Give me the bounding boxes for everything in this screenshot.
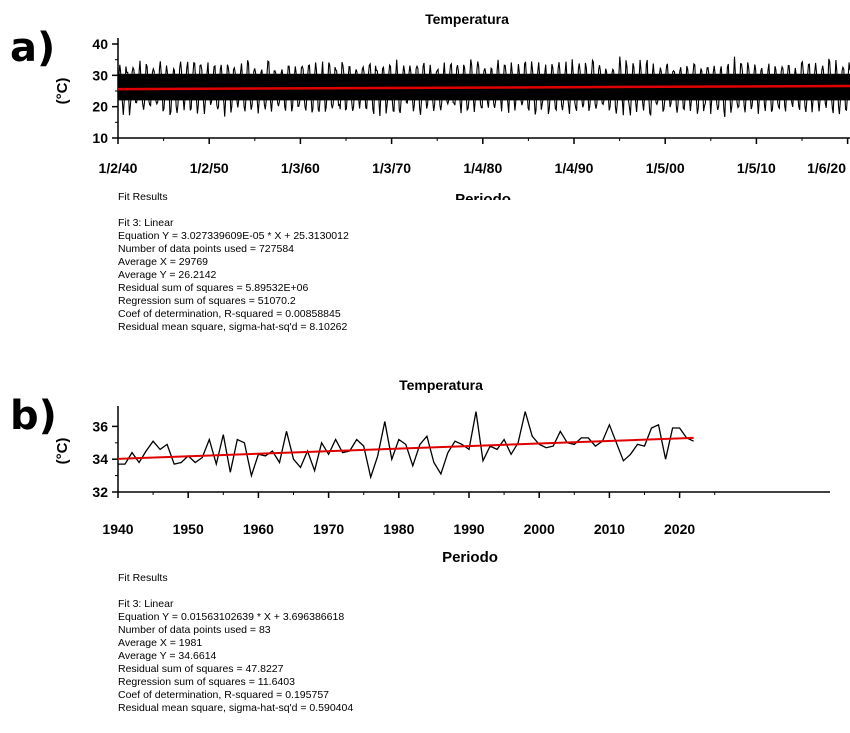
x-tick-label: 1/3/70 (372, 160, 411, 176)
panel-label-a: a) (10, 25, 56, 71)
fit-line: Average X = 1981 (118, 637, 203, 649)
x-tick-label: 1970 (313, 521, 344, 537)
y-tick-label: 34 (92, 451, 108, 467)
fit-line: Average Y = 34.6614 (118, 650, 217, 662)
chart-a: Temperatura 10 20 30 40 (°C) 1/2/40 1/2/50 1/3/6… (54, 11, 850, 200)
x-tick-label: 2000 (524, 521, 555, 537)
chart-title: Temperatura (399, 377, 483, 393)
fit-line: Number of data points used = 727584 (118, 243, 294, 255)
x-tick-label: 1950 (173, 521, 204, 537)
x-tick-label: 1/5/10 (737, 160, 776, 176)
fit-line: Residual sum of squares = 47.8227 (118, 663, 284, 675)
x-tick-label: 2010 (594, 521, 625, 537)
x-tick-label: 1/6/20 (807, 160, 846, 176)
y-tick-label: 30 (92, 67, 108, 83)
fit-line: Average X = 29769 (118, 256, 209, 268)
x-tick-label: 1/4/80 (463, 160, 502, 176)
chart-title: Temperatura (425, 11, 509, 27)
y-axis-title: (°C) (54, 438, 71, 465)
chart-b: Temperatura 32 34 36 (°C) 1940 1950 1960 1970 198… (54, 377, 830, 566)
fit-line: Residual mean square, sigma-hat-sq'd = 0… (118, 702, 354, 714)
fit-results-title: Fit Results (118, 191, 168, 203)
fit-line: Number of data points used = 83 (118, 624, 271, 636)
fit-line: Residual sum of squares = 5.89532E+06 (118, 282, 309, 294)
fit-line: Equation Y = 0.01563102639 * X + 3.69638… (118, 611, 345, 623)
fit-line (117, 84, 850, 91)
fit-line: Fit 3: Linear (118, 598, 174, 610)
x-tick-label: 1/2/40 (99, 160, 138, 176)
panel-label-b: b) (10, 393, 57, 439)
x-tick-label: 1/4/90 (555, 160, 594, 176)
y-tick-label: 20 (92, 99, 108, 115)
fit-line (117, 436, 694, 460)
fit-line: Regression sum of squares = 11.6403 (118, 676, 295, 688)
y-tick-label: 40 (92, 36, 108, 52)
fit-line: Average Y = 26.2142 (118, 269, 217, 281)
x-tick-label: 1/3/60 (281, 160, 320, 176)
x-tick-label: 1960 (243, 521, 274, 537)
fit-line: Fit 3: Linear (118, 217, 174, 229)
x-tick-label: 1/2/50 (190, 160, 229, 176)
fit-results-b: Fit Results Fit 3: Linear Equation Y = 0… (118, 572, 353, 715)
fit-line: Residual mean square, sigma-hat-sq'd = 8… (118, 321, 348, 333)
y-tick-label: 32 (92, 484, 108, 500)
y-tick-label: 10 (92, 130, 108, 146)
fit-line: Regression sum of squares = 51070.2 (118, 295, 296, 307)
x-axis-title: Periodo (455, 191, 511, 200)
fit-line: Coef of determination, R-squared = 0.195… (118, 689, 330, 701)
x-axis-title: Periodo (442, 549, 498, 566)
series-annual-temperature-line (118, 411, 694, 480)
x-tick-label: 1990 (453, 521, 484, 537)
x-tick-label: 2020 (664, 521, 695, 537)
fit-results-title: Fit Results (118, 572, 168, 584)
x-tick-label: 1/5/00 (646, 160, 685, 176)
y-tick-label: 36 (92, 418, 108, 434)
x-tick-label: 1980 (383, 521, 414, 537)
fit-results-a: Fit Results Fit 3: Linear Equation Y = 3… (118, 191, 349, 334)
y-axis-title: (°C) (54, 78, 71, 105)
fit-line: Coef of determination, R-squared = 0.008… (118, 308, 341, 320)
x-tick-label: 1940 (102, 521, 133, 537)
fit-line: Equation Y = 3.027339609E-05 * X + 25.31… (118, 230, 349, 242)
